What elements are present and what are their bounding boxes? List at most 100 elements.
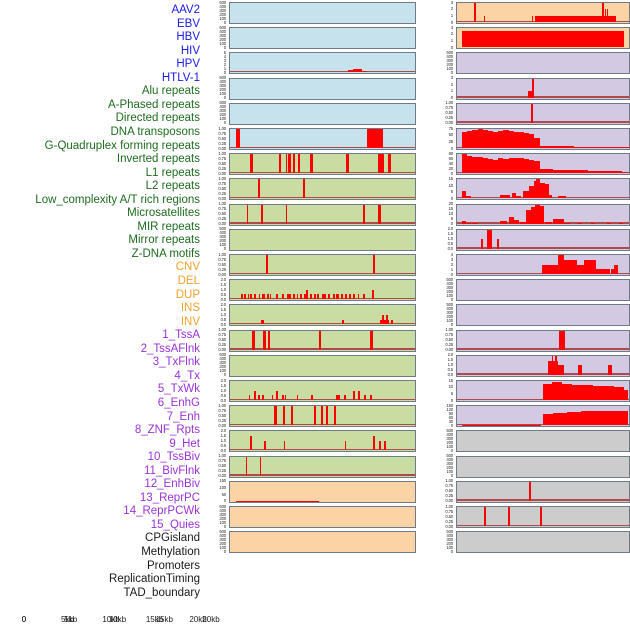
y-tick: 0.00 [218,221,226,227]
track-mir-repeats: 0.00 0.25 0.50 0.75 1.00 [203,403,416,427]
y-tick: 500 [446,49,453,55]
y-tick: 200 [219,36,226,42]
plot-area [229,178,416,201]
bar [543,413,554,426]
y-tick: 0 [450,170,453,176]
bar [518,131,525,148]
track-mirror-repeats: 0.0 0.5 1.0 1.5 2.0 [203,428,416,453]
track-low-complexity-a-t-rich-regions: 0.0 0.5 1.0 1.5 2.0 [430,352,630,377]
y-tick: 0.75 [445,105,453,111]
y-tick: 0.00 [445,523,453,529]
y-tick: 0.75 [445,508,453,514]
bar [544,221,552,224]
bar [535,15,617,22]
y-tick: 1 [450,12,453,18]
row-label-inverted-repeats: Inverted repeats [116,153,200,166]
bar [461,154,467,174]
y-tick: 1.00 [445,327,453,333]
y-axis: 0 100 200 300 400 500 [430,49,454,75]
y-axis: 0.00 0.25 0.50 0.75 1.00 [430,327,454,352]
track-z-dna-motifs: 0.00 0.25 0.50 0.75 1.00 [203,453,416,478]
y-tick: 500 [219,528,226,534]
y-tick: 500 [446,453,453,459]
y-tick: 500 [219,24,226,30]
bar [493,132,499,148]
y-tick: 0.75 [218,155,226,161]
row-label-column: AAV2 EBV HBV HIV HPV HTLV-1 Alu repeats A-Phase… [0,0,200,614]
y-tick: 0.25 [445,518,453,524]
baseline [230,70,415,73]
plot-area [229,380,416,402]
bar [561,383,573,400]
bar [353,68,359,73]
row-label-2-tssaflnk: 2_TssAFlnk [140,342,200,355]
row-label-l1-repeats: L1 repeats [145,166,200,179]
right-track-panel: 0 1 2 3 0 1 2 3 0 100 200 300 400 500 0 1 2 3 0.00 0.25 0.50… [430,0,630,556]
y-tick: 0.75 [218,458,226,464]
y-axis: 0 30 60 90 120 150 [430,403,454,428]
y-tick: 0.00 [218,271,226,277]
plot-area [229,329,416,352]
bar [257,179,260,199]
bar [508,157,514,174]
y-axis: 0 5 10 15 20 [430,201,454,226]
y-tick: 0.50 [445,488,453,494]
bar [250,294,252,300]
y-tick: 0.25 [218,165,226,171]
bar [344,440,347,451]
bar [483,507,486,526]
track-cnv: 0.00 0.25 0.50 0.75 1.00 [430,478,630,503]
bar [519,221,526,224]
y-tick: 0.25 [218,417,226,423]
y-tick: 400 [219,356,226,362]
y-tick: 400 [219,28,226,34]
bar [292,154,296,174]
y-tick: 1.0 [447,236,454,242]
y-tick: 0.75 [445,332,453,338]
track-hbv: 0 100 200 300 400 500 [430,49,630,75]
y-tick: 2 [450,6,453,12]
y-tick: 0.75 [218,407,226,413]
bar [262,395,265,400]
y-axis: 0 100 200 300 400 500 [203,24,227,50]
bar [369,395,372,400]
y-tick: 3 [450,256,453,262]
bar [578,365,583,375]
bar [548,194,552,199]
bar [274,406,277,426]
y-tick: 500 [219,503,226,509]
y-tick: 2.0 [447,226,454,232]
y-tick: 500 [219,100,226,106]
bar [531,103,534,123]
x-tick: 5kb [64,615,78,624]
row-label-dup: DUP [175,288,200,301]
bar [316,294,319,300]
bar [572,384,583,400]
y-tick: 0 [223,548,226,554]
row-label-g-quadruplex-forming-repeats: G-Quadruplex forming repeats [44,139,200,152]
plot-area [456,52,630,75]
track-a-phased-repeats: 0.00 0.25 0.50 0.75 1.00 [203,176,416,201]
y-tick: 25 [448,138,454,144]
y-tick: 100 [219,116,226,122]
track-htlv-1: 0 25 50 75 [430,126,630,150]
y-tick: 1.00 [218,201,226,207]
y-tick: 60 [448,155,454,161]
plot-area [229,228,416,251]
y-tick: 200 [219,515,226,521]
bar [466,222,471,224]
y-axis: 0 100 200 300 400 500 [203,75,227,100]
baseline [230,146,415,148]
y-tick: 30 [448,418,454,424]
y-tick: 400 [446,457,453,463]
bar [257,395,260,400]
y-tick: 300 [446,536,453,542]
y-tick: 400 [219,104,226,110]
y-axis: 0 100 200 300 400 500 [203,226,227,251]
y-tick: 0.5 [220,316,227,322]
y-tick: 500 [446,276,453,282]
baseline [457,121,629,123]
bar [513,219,519,224]
